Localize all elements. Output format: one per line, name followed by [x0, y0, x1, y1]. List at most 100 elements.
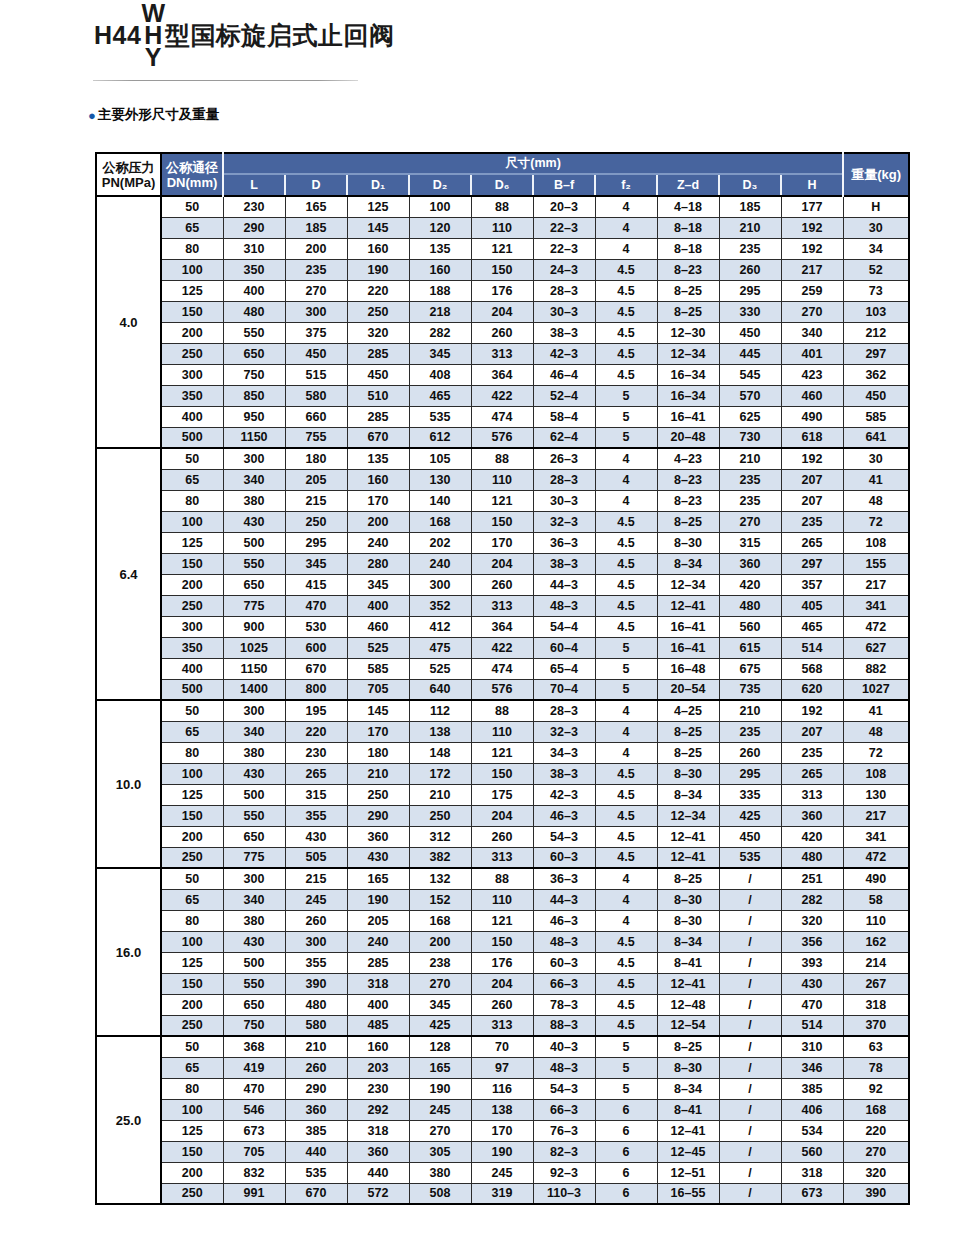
dn-cell: 100	[161, 763, 223, 784]
table-row: 20083253544038024592–3612–51/318320	[96, 1162, 909, 1183]
value-cell: 192	[781, 448, 843, 469]
value-cell: 125	[347, 196, 409, 217]
table-row: 15048030025021820430–34.58–25330270103	[96, 301, 909, 322]
value-cell: 180	[285, 448, 347, 469]
value-cell: 300	[223, 700, 285, 721]
value-cell: 545	[719, 364, 781, 385]
value-cell: 4.5	[595, 259, 657, 280]
value-cell: 5	[595, 637, 657, 658]
dn-cell: 150	[161, 301, 223, 322]
size-span-header: 尺寸(mm)	[223, 153, 843, 174]
value-cell: 24–3	[533, 259, 595, 280]
table-row: 10043025020016815032–34.58–2527023572	[96, 511, 909, 532]
value-cell: 26–3	[533, 448, 595, 469]
value-cell: 8–34	[657, 553, 719, 574]
value-cell: 290	[347, 805, 409, 826]
value-cell: 297	[781, 553, 843, 574]
value-cell: 217	[843, 805, 909, 826]
title-model-prefix: H44	[94, 21, 141, 50]
value-cell: 165	[409, 1057, 471, 1078]
table-row: 8038026020516812146–348–30/320110	[96, 910, 909, 931]
dn-cell: 200	[161, 322, 223, 343]
dn-cell: 80	[161, 910, 223, 931]
value-cell: 260	[471, 574, 533, 595]
value-cell: 420	[781, 826, 843, 847]
value-cell: 525	[409, 658, 471, 679]
value-cell: 600	[285, 637, 347, 658]
value-cell: 5	[595, 385, 657, 406]
value-cell: 5	[595, 406, 657, 427]
dim-column-header: B–f	[533, 174, 595, 196]
dn-cell: 65	[161, 1057, 223, 1078]
table-row: 35085058051046542252–4516–34570460450	[96, 385, 909, 406]
value-cell: 160	[409, 259, 471, 280]
value-cell: 320	[781, 910, 843, 931]
value-cell: 105	[409, 448, 471, 469]
value-cell: 121	[471, 490, 533, 511]
dn-cell: 150	[161, 973, 223, 994]
value-cell: 735	[719, 679, 781, 700]
value-cell: 318	[843, 994, 909, 1015]
value-cell: 430	[285, 826, 347, 847]
value-cell: 110	[471, 889, 533, 910]
value-cell: 130	[409, 469, 471, 490]
value-cell: 16–34	[657, 385, 719, 406]
value-cell: 318	[347, 973, 409, 994]
value-cell: 30	[843, 217, 909, 238]
value-cell: 207	[781, 469, 843, 490]
dn-cell: 250	[161, 343, 223, 364]
value-cell: 360	[347, 1141, 409, 1162]
table-row: 30090053046041236454–44.516–41560465472	[96, 616, 909, 637]
value-cell: 285	[347, 952, 409, 973]
table-row: 6529018514512011022–348–1821019230	[96, 217, 909, 238]
value-cell: 259	[781, 280, 843, 301]
value-cell: 170	[471, 1120, 533, 1141]
value-cell: 78	[843, 1057, 909, 1078]
value-cell: 775	[223, 595, 285, 616]
value-cell: /	[719, 1162, 781, 1183]
value-cell: 474	[471, 658, 533, 679]
value-cell: 393	[781, 952, 843, 973]
value-cell: 775	[223, 847, 285, 868]
value-cell: 4.5	[595, 847, 657, 868]
value-cell: 500	[223, 532, 285, 553]
value-cell: 673	[223, 1120, 285, 1141]
value-cell: /	[719, 1057, 781, 1078]
value-cell: 313	[471, 847, 533, 868]
value-cell: 60–4	[533, 637, 595, 658]
dn-column-header: 公称通径 DN(mm)	[161, 153, 223, 196]
value-cell: 345	[347, 574, 409, 595]
value-cell: 110	[471, 469, 533, 490]
table-row: 15055039031827020466–34.512–41/430267	[96, 973, 909, 994]
value-cell: 28–3	[533, 700, 595, 721]
value-cell: 882	[843, 658, 909, 679]
table-row: 12550035528523817660–34.58–41/393214	[96, 952, 909, 973]
value-cell: 1150	[223, 658, 285, 679]
value-cell: 310	[781, 1036, 843, 1057]
value-cell: 72	[843, 742, 909, 763]
value-cell: 192	[781, 217, 843, 238]
value-cell: 380	[223, 742, 285, 763]
value-cell: 210	[719, 448, 781, 469]
value-cell: 319	[471, 1183, 533, 1204]
value-cell: 627	[843, 637, 909, 658]
dn-cell: 125	[161, 532, 223, 553]
value-cell: 750	[223, 364, 285, 385]
value-cell: 46–4	[533, 364, 595, 385]
dimensions-table: 公称压力 PN(MPa) 公称通径 DN(mm) 尺寸(mm) 重量(kg) L…	[95, 152, 910, 1205]
value-cell: 4.5	[595, 805, 657, 826]
value-cell: 450	[347, 364, 409, 385]
value-cell: 5	[595, 679, 657, 700]
value-cell: 207	[781, 721, 843, 742]
value-cell: 4	[595, 868, 657, 889]
dn-cell: 250	[161, 1015, 223, 1036]
value-cell: 480	[781, 847, 843, 868]
table-body: 4.0502301651251008820–344–18185177H65290…	[96, 196, 909, 1204]
value-cell: 12–51	[657, 1162, 719, 1183]
dim-column-header: L	[223, 174, 285, 196]
value-cell: 362	[843, 364, 909, 385]
dn-cell: 50	[161, 448, 223, 469]
value-cell: 195	[285, 700, 347, 721]
dn-cell: 350	[161, 385, 223, 406]
value-cell: 212	[843, 322, 909, 343]
